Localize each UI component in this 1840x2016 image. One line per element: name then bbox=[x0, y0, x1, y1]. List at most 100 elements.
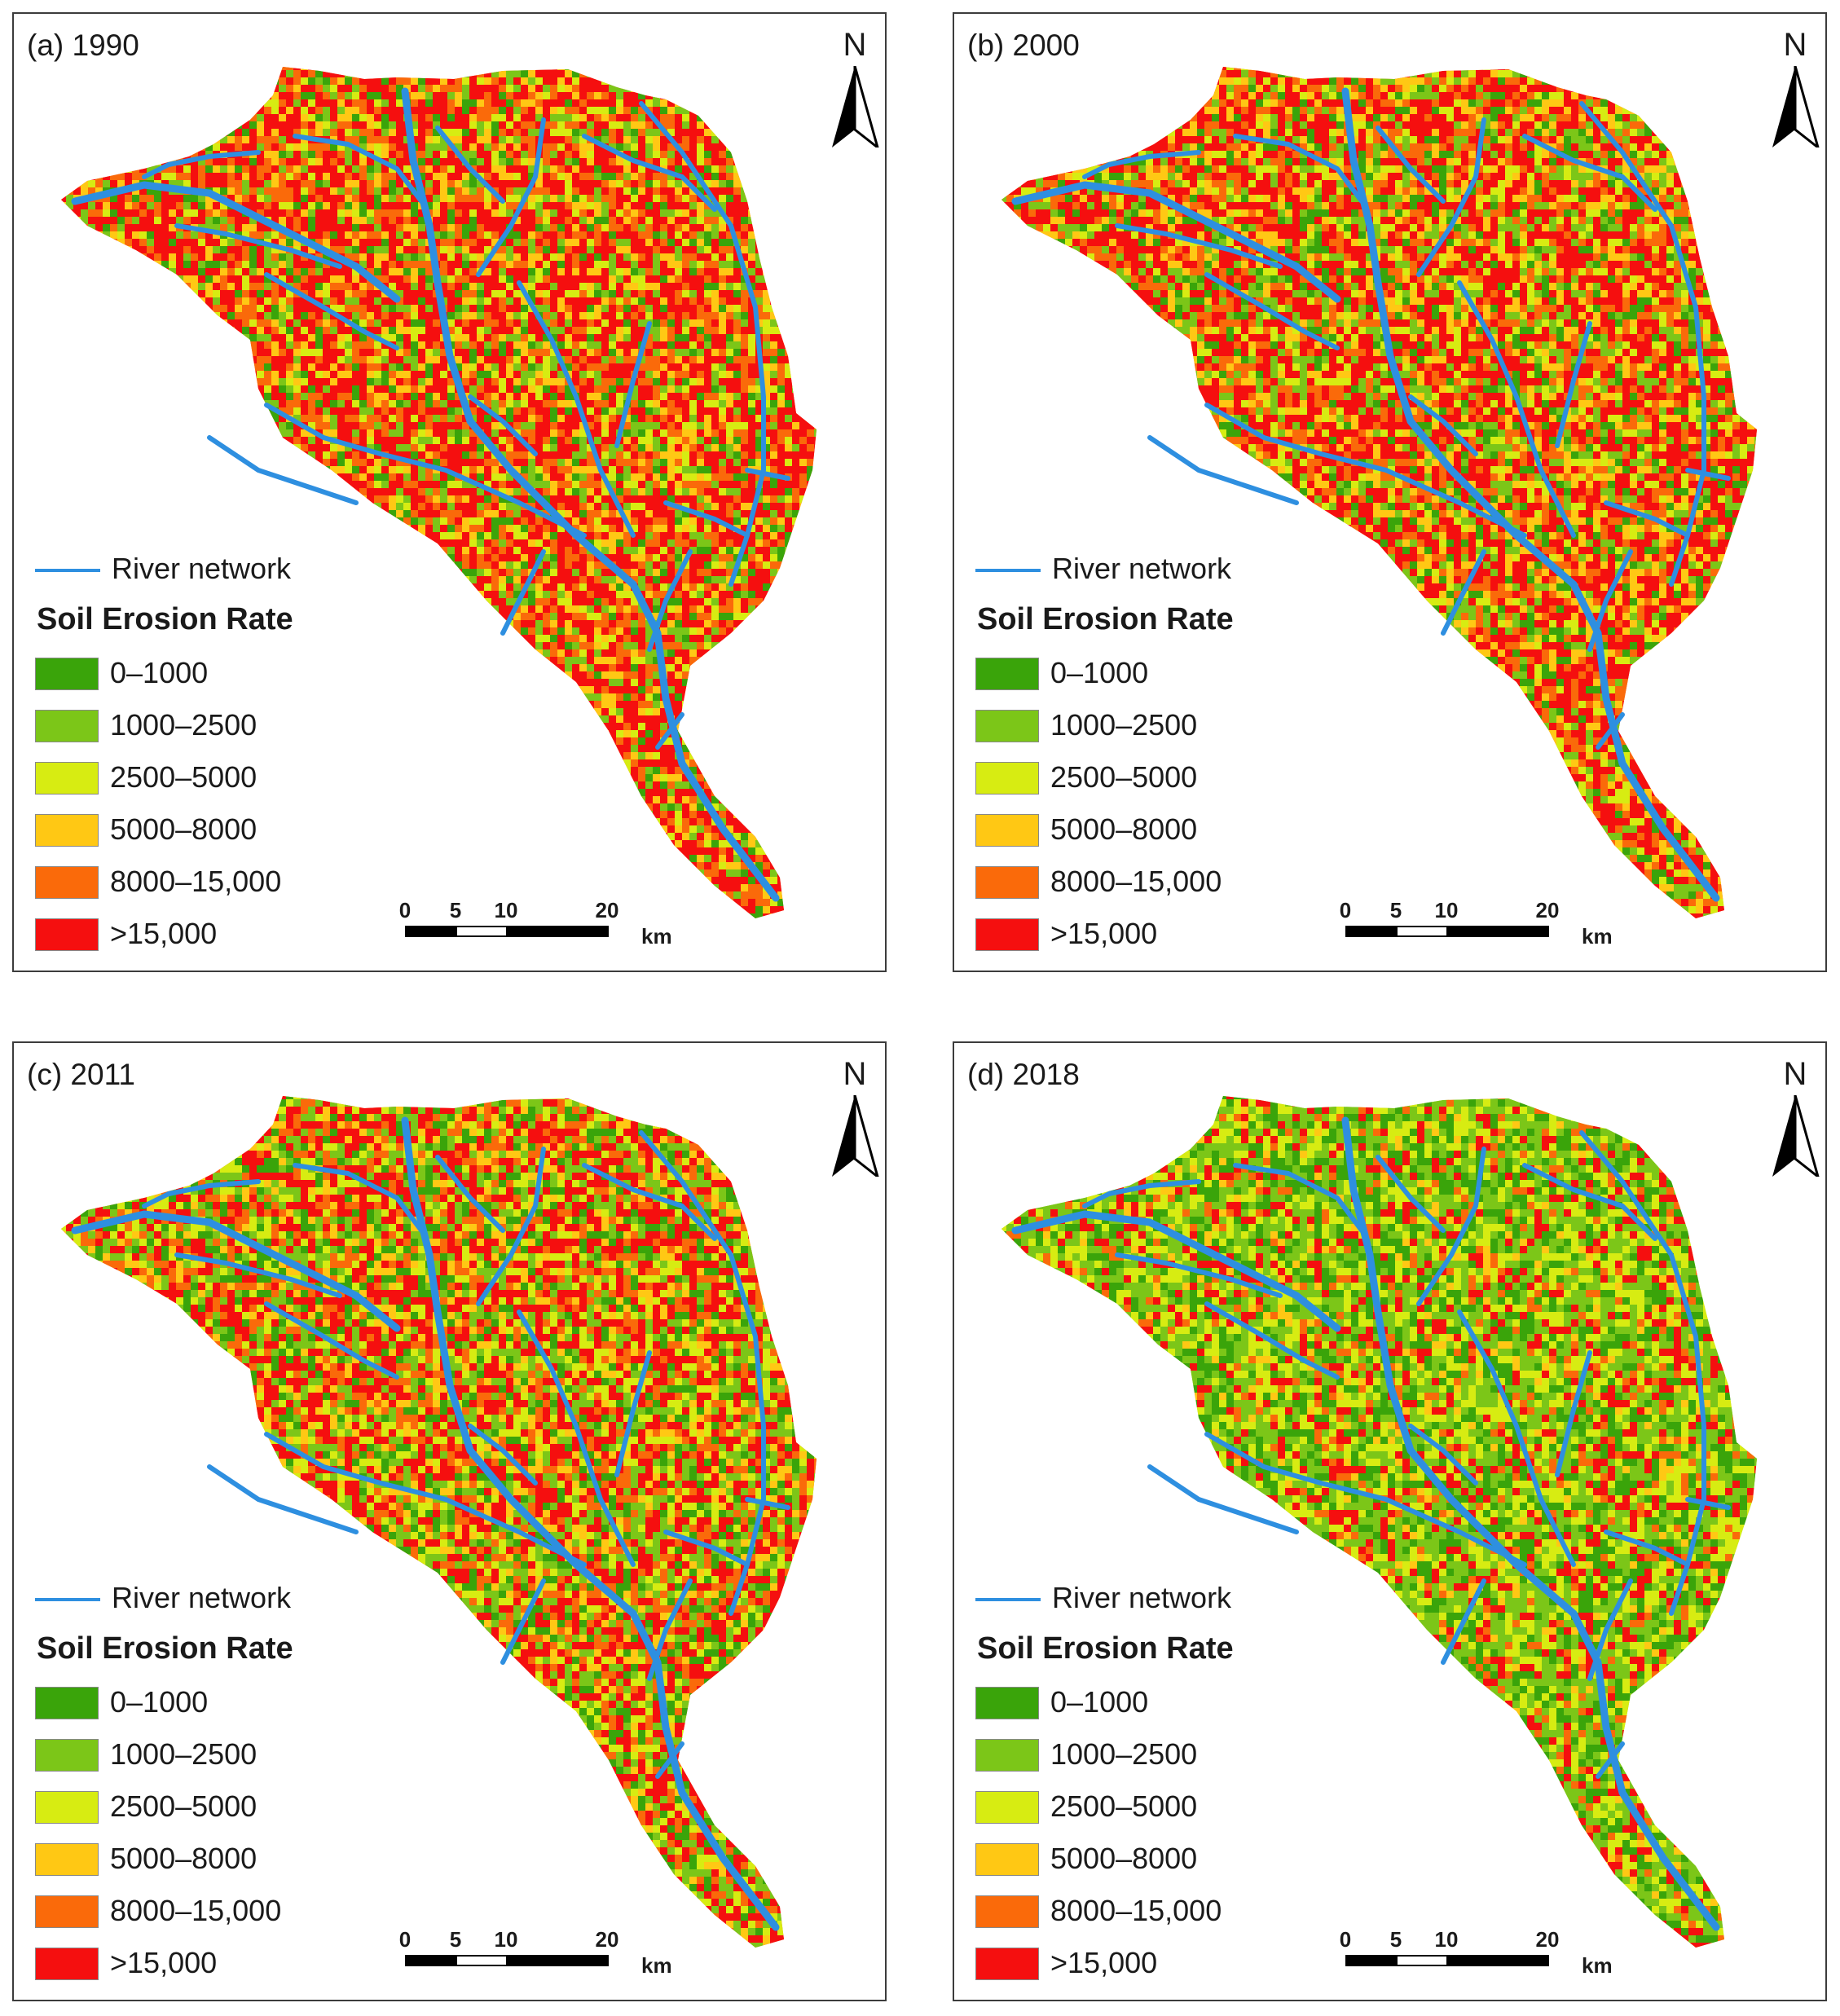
legend-swatch bbox=[35, 1895, 99, 1928]
river-segment bbox=[207, 435, 359, 505]
legend-swatch bbox=[35, 1791, 99, 1824]
legend-item: 0–1000 bbox=[975, 656, 1285, 692]
river-segment bbox=[207, 1464, 359, 1534]
legend-swatch bbox=[975, 1843, 1039, 1876]
river-segment bbox=[264, 1432, 587, 1567]
scale-segment bbox=[405, 1955, 457, 1966]
river-segment bbox=[1555, 321, 1592, 448]
legend: River network Soil Erosion Rate 0–1000 1… bbox=[975, 1565, 1301, 2000]
legend: River network Soil Erosion Rate 0–1000 1… bbox=[975, 535, 1301, 971]
river-segment bbox=[1341, 87, 1720, 902]
river-segment bbox=[655, 1741, 684, 1779]
river-segment bbox=[1204, 1301, 1340, 1380]
river-segment bbox=[639, 1130, 766, 1616]
legend-item-label: 1000–2500 bbox=[110, 708, 257, 742]
legend-item-label: 1000–2500 bbox=[1050, 1737, 1197, 1772]
legend-swatch bbox=[975, 918, 1039, 951]
river-segment bbox=[264, 1301, 399, 1380]
river-network-label: River network bbox=[1052, 1581, 1231, 1615]
river-segment bbox=[142, 150, 261, 179]
scale-segment bbox=[456, 926, 508, 937]
legend-item: 2500–5000 bbox=[975, 760, 1285, 796]
river-segment bbox=[647, 1578, 693, 1681]
north-arrow-icon: N bbox=[1769, 27, 1821, 149]
legend-swatch bbox=[35, 710, 99, 742]
river-line-icon bbox=[35, 569, 100, 572]
legend-item-label: 5000–8000 bbox=[110, 812, 257, 847]
legend-swatch bbox=[35, 1843, 99, 1876]
river-segment bbox=[663, 1530, 750, 1567]
river-segment bbox=[582, 134, 717, 212]
river-segment bbox=[1376, 1155, 1446, 1233]
legend-item-label: >15,000 bbox=[110, 917, 217, 951]
legend-title: Soil Erosion Rate bbox=[37, 1631, 293, 1666]
legend-swatch bbox=[975, 762, 1039, 795]
legend-item-label: 0–1000 bbox=[110, 1685, 208, 1719]
scale-tick: 0 bbox=[1340, 1927, 1351, 1952]
river-segment bbox=[1596, 712, 1625, 750]
scale-tick: 5 bbox=[1390, 898, 1402, 923]
legend-swatch bbox=[975, 658, 1039, 690]
scale-unit: km bbox=[1582, 1953, 1613, 1979]
river-segment bbox=[174, 1252, 342, 1298]
legend-item-label: 2500–5000 bbox=[1050, 1789, 1197, 1824]
legend-item: 8000–15,000 bbox=[35, 1894, 345, 1930]
legend-item: 0–1000 bbox=[35, 656, 345, 692]
river-segment bbox=[293, 134, 424, 204]
scale-unit: km bbox=[1582, 924, 1613, 949]
river-segment bbox=[1416, 117, 1486, 277]
legend-swatch bbox=[35, 866, 99, 899]
legend-swatch bbox=[35, 762, 99, 795]
legend-item-label: 0–1000 bbox=[110, 656, 208, 690]
legend-swatch bbox=[35, 918, 99, 951]
legend-swatch bbox=[975, 710, 1039, 742]
scale-segment bbox=[456, 1955, 508, 1966]
legend-item-label: 0–1000 bbox=[1050, 1685, 1148, 1719]
river-segment bbox=[655, 712, 684, 750]
river-line-icon bbox=[975, 1598, 1041, 1601]
legend-item: 2500–5000 bbox=[975, 1789, 1285, 1825]
river-segment bbox=[1408, 394, 1478, 456]
river-segment bbox=[614, 1350, 652, 1477]
river-network-label: River network bbox=[1052, 552, 1231, 586]
river-segment bbox=[1579, 101, 1706, 587]
legend-item: 0–1000 bbox=[35, 1685, 345, 1721]
legend-item: 5000–8000 bbox=[975, 812, 1285, 848]
legend-swatch bbox=[975, 1895, 1039, 1928]
river-segment bbox=[1204, 403, 1527, 538]
scale-segment bbox=[1345, 926, 1398, 937]
legend-item-label: 2500–5000 bbox=[110, 760, 257, 795]
legend-item: 8000–15,000 bbox=[975, 865, 1285, 900]
legend-item-label: 5000–8000 bbox=[1050, 812, 1197, 847]
scale-bar: 0 5 10 20 km bbox=[397, 898, 672, 955]
erosion-map bbox=[61, 1096, 817, 1948]
legend-item-label: 5000–8000 bbox=[110, 1842, 257, 1876]
river-segment bbox=[142, 1179, 261, 1208]
river-segment bbox=[517, 1310, 636, 1567]
legend: River network Soil Erosion Rate 0–1000 1… bbox=[35, 535, 361, 971]
legend-item: 1000–2500 bbox=[35, 708, 345, 744]
scale-segment bbox=[1345, 1955, 1398, 1966]
river-segment bbox=[1204, 1432, 1527, 1567]
legend-item-label: >15,000 bbox=[1050, 917, 1157, 951]
legend-item: 1000–2500 bbox=[35, 1737, 345, 1773]
scale-tick: 20 bbox=[596, 898, 619, 923]
river-segment bbox=[1522, 1163, 1657, 1241]
river-segment bbox=[1082, 1179, 1201, 1208]
scale-segment bbox=[1446, 1955, 1549, 1966]
legend-item: 1000–2500 bbox=[975, 708, 1285, 744]
north-arrow-icon: N bbox=[829, 27, 881, 149]
river-segment bbox=[1441, 549, 1486, 636]
river-segment bbox=[476, 1147, 546, 1306]
legend-swatch bbox=[975, 1739, 1039, 1772]
legend-title: Soil Erosion Rate bbox=[977, 1631, 1234, 1666]
legend-item-label: 0–1000 bbox=[1050, 656, 1148, 690]
river-segment bbox=[401, 1116, 780, 1931]
north-letter: N bbox=[1769, 1056, 1821, 1093]
panel-label: (c) 2011 bbox=[27, 1058, 135, 1092]
scale-tick: 10 bbox=[1435, 1927, 1459, 1952]
river-segment bbox=[1457, 1310, 1576, 1567]
scale-segment bbox=[1446, 926, 1549, 937]
river-line-icon bbox=[975, 569, 1041, 572]
river-segment bbox=[1115, 223, 1283, 269]
